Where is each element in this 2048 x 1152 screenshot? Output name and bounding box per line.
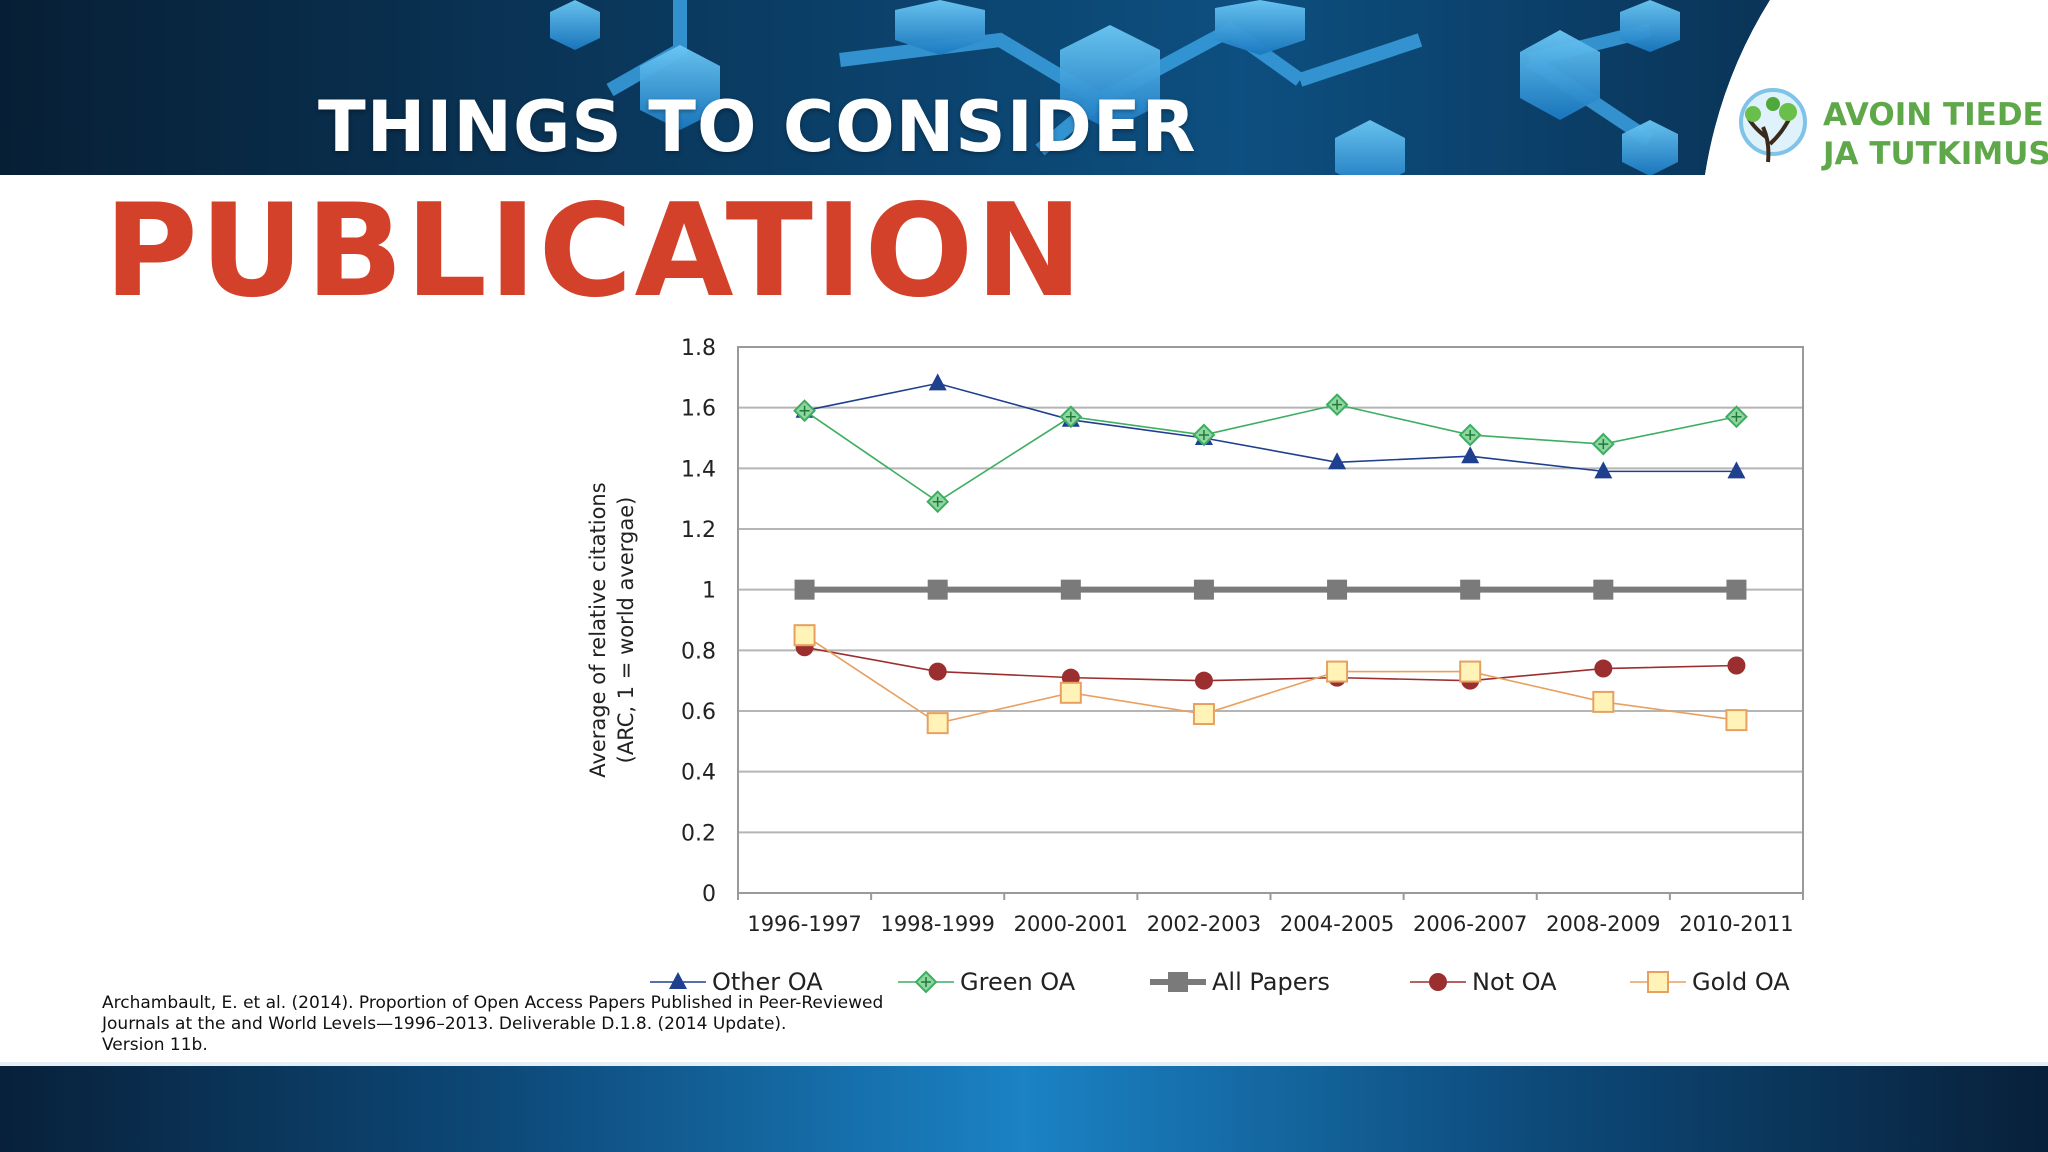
legend-marker (1429, 973, 1447, 991)
banner-graphic (0, 0, 2048, 210)
legend-label: All Papers (1212, 968, 1330, 996)
legend-label: Green OA (960, 968, 1076, 996)
legend-marker (1168, 972, 1188, 992)
data-point (1325, 393, 1349, 417)
legend-label: Gold OA (1692, 968, 1790, 996)
x-tick-label: 2002-2003 (1147, 912, 1261, 936)
data-point (1328, 452, 1347, 470)
section-title: THINGS TO CONSIDER (318, 86, 1197, 168)
footer-bar (0, 1066, 2048, 1152)
series-layer (793, 373, 1748, 735)
data-point (1458, 423, 1482, 447)
data-point (1459, 660, 1482, 683)
data-point (1727, 656, 1746, 675)
y-tick-label: 0.2 (681, 821, 716, 846)
data-point (1326, 660, 1349, 683)
y-axis-label-group: Average of relative citations (ARC, 1 = w… (586, 482, 638, 777)
data-point (1060, 579, 1081, 600)
data-point (793, 624, 816, 647)
series-line (804, 403, 1737, 503)
legend: Other OA Green OA All Papers Not OA Gold OA (650, 968, 1790, 996)
data-point (1460, 579, 1481, 600)
data-point (1192, 703, 1215, 726)
data-point (1461, 446, 1480, 464)
axes (737, 346, 1804, 900)
series-line (804, 634, 1737, 724)
data-point (1194, 671, 1213, 690)
data-point (1591, 432, 1615, 456)
data-point (1725, 709, 1748, 732)
logo-text-line2: JA TUTKIMUS (1823, 136, 2048, 172)
data-point (1193, 579, 1214, 600)
data-point (1725, 405, 1748, 429)
y-axis-label: Average of relative citations (ARC, 1 = w… (586, 482, 638, 777)
y-tick-label: 0 (702, 882, 716, 907)
series-line (804, 646, 1737, 682)
data-point (793, 399, 816, 423)
data-point (926, 712, 949, 735)
citation-line3: Version 11b. (102, 1035, 208, 1055)
x-tick-label: 2000-2001 (1014, 912, 1128, 936)
legend-label: Other OA (712, 968, 823, 996)
data-point (928, 373, 947, 391)
x-tick-label: 2008-2009 (1546, 912, 1660, 936)
data-point (1327, 579, 1348, 600)
y-tick-label: 1.8 (681, 336, 716, 361)
main-title: PUBLICATION (104, 177, 1085, 326)
x-tick-label: 2010-2011 (1679, 912, 1793, 936)
citation-line2: Journals at the and World Levels—1996–20… (102, 1014, 787, 1034)
data-point (1592, 690, 1615, 713)
data-point (926, 490, 950, 514)
y-tick-label: 1.2 (681, 518, 716, 543)
y-tick-label: 1.6 (681, 397, 716, 422)
y-tick-labels: 0 0.2 0.4 0.6 0.8 1 1.2 1.4 1.6 1.8 (681, 336, 716, 907)
data-point (1059, 681, 1082, 704)
x-tick-label: 1998-1999 (880, 912, 994, 936)
y-axis-label-line1: Average of relative citations (586, 482, 610, 777)
logo-text-line1: AVOIN TIEDE (1823, 97, 2044, 133)
data-point (1192, 423, 1216, 447)
legend-label: Not OA (1472, 968, 1557, 996)
y-tick-label: 0.8 (681, 639, 716, 664)
y-tick-label: 1 (702, 579, 716, 604)
logo: AVOIN TIEDE JA TUTKIMUS (1728, 72, 2048, 182)
data-point (1727, 461, 1746, 479)
y-tick-label: 0.4 (681, 761, 716, 786)
y-tick-label: 1.4 (681, 457, 716, 482)
data-point (1059, 405, 1083, 429)
data-point (1594, 461, 1613, 479)
citation: Archambault, E. et al. (2014). Proportio… (102, 993, 922, 1056)
data-point (1593, 579, 1614, 600)
data-point (1726, 579, 1747, 600)
data-point (928, 662, 947, 681)
y-axis-label-line2: (ARC, 1 = world avergae) (614, 497, 638, 764)
footer-divider (0, 1062, 2048, 1066)
legend-marker (914, 970, 938, 994)
x-tick-label: 2006-2007 (1413, 912, 1527, 936)
data-point (1594, 659, 1613, 678)
legend-marker (1647, 971, 1669, 993)
data-point (927, 579, 948, 600)
legend-marker (669, 972, 687, 989)
line-chart: 0 0.2 0.4 0.6 0.8 1 1.2 1.4 1.6 1.8 1996-1997 1998… (586, 336, 1804, 996)
x-tick-label: 2004-2005 (1280, 912, 1394, 936)
tree-globe-icon (1739, 88, 1807, 163)
plot-frame (737, 346, 1804, 894)
data-point (794, 579, 815, 600)
x-tick-label: 1996-1997 (747, 912, 861, 936)
x-tick-labels: 1996-1997 1998-1999 2000-2001 2002-2003 2004… (747, 912, 1793, 936)
citation-line1: Archambault, E. et al. (2014). Proportio… (102, 993, 884, 1013)
series-line (804, 382, 1737, 473)
header-banner (0, 0, 2048, 210)
y-tick-label: 0.6 (681, 700, 716, 725)
